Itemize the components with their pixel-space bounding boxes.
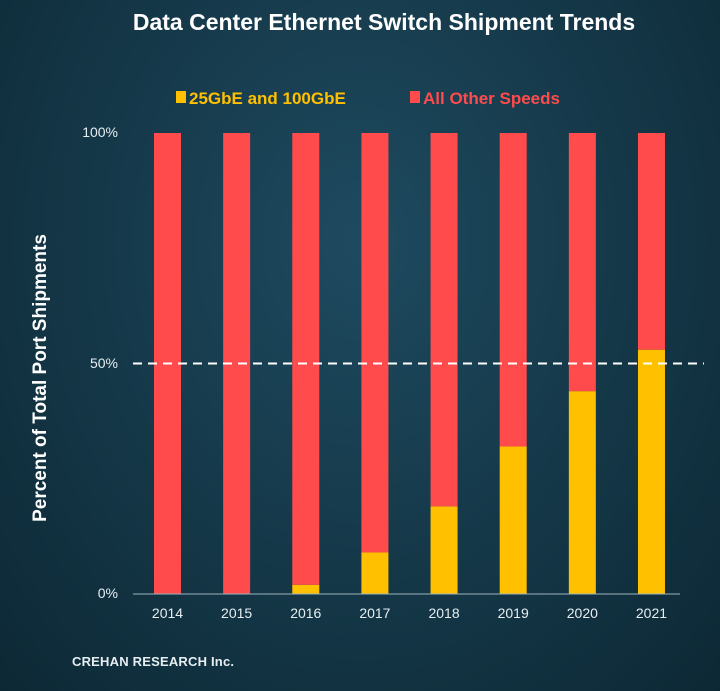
bar-all-other-speeds-2017 [361,133,389,553]
legend-label-25gbe-100gbe: 25GbE and 100GbE [189,89,346,108]
bars [154,133,665,594]
bar-all-other-speeds-2021 [637,133,665,350]
legend-label-all-other-speeds: All Other Speeds [423,89,560,108]
bar-25gbe-100gbe-2020 [568,391,596,594]
bar-all-other-speeds-2019 [499,133,527,447]
bar-25gbe-100gbe-2018 [430,506,458,594]
x-tick-label: 2017 [359,605,390,621]
x-tick-label: 2015 [221,605,252,621]
chart-title: Data Center Ethernet Switch Shipment Tre… [133,9,635,35]
y-tick-label: 0% [98,585,118,601]
source-credit: CREHAN RESEARCH Inc. [72,654,234,669]
bar-25gbe-100gbe-2021 [637,349,665,594]
x-tick-label: 2020 [567,605,598,621]
x-tick-label: 2019 [498,605,529,621]
y-axis-label: Percent of Total Port Shipments [30,234,51,522]
x-tick-label: 2021 [636,605,667,621]
legend-swatch-25gbe-100gbe [176,91,186,103]
bar-all-other-speeds-2016 [292,133,320,585]
bar-25gbe-100gbe-2019 [499,446,527,594]
x-tick-label: 2018 [428,605,459,621]
bar-all-other-speeds-2018 [430,133,458,507]
bar-25gbe-100gbe-2017 [361,552,389,594]
y-ticks: 100% 50% 0% [82,124,118,601]
legend-swatch-all-other-speeds [410,91,420,103]
x-ticks: 2014 2015 2016 2017 2018 2019 2020 2021 [152,605,667,621]
y-tick-label: 50% [90,355,118,371]
x-tick-label: 2016 [290,605,321,621]
bar-25gbe-100gbe-2016 [292,584,320,594]
legend: 25GbE and 100GbE All Other Speeds [176,89,560,108]
y-tick-label: 100% [82,124,118,140]
bar-all-other-speeds-2020 [568,133,596,392]
x-tick-label: 2014 [152,605,183,621]
